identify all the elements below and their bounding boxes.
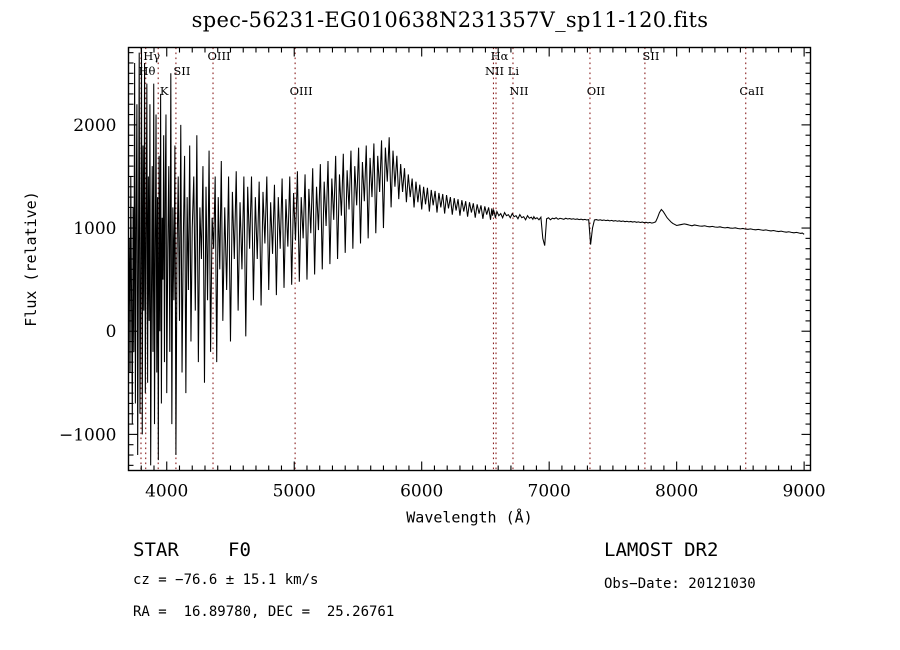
page-title: spec-56231-EG010638N231357V_sp11-120.fit…: [191, 8, 709, 32]
plot-frame: [127, 46, 812, 472]
y-axis-label: Flux (relative): [22, 191, 40, 326]
x-tick-label-5000: 5000: [273, 482, 316, 502]
line-marker-K-2: K: [160, 84, 169, 98]
line-marker-NII-8: NII: [509, 84, 528, 98]
x-tick-label-6000: 6000: [400, 482, 443, 502]
y-tick-label-3: −1000: [59, 425, 117, 445]
x-tick-label-4000: 4000: [145, 482, 188, 502]
spectrum-trace: [128, 47, 805, 466]
line-marker-SII-10: SII: [642, 49, 659, 63]
line-marker-OIII-5: OIII: [290, 84, 313, 98]
x-tick-label-8000: 8000: [655, 482, 698, 502]
y-tick-label-0: 2000: [73, 116, 116, 136]
line-marker-OIII-4: OIII: [207, 49, 230, 63]
line-marker-Hα-6: Hα: [491, 49, 509, 63]
y-tick-label-1: 1000: [73, 219, 116, 239]
line-marker-Hθ-0: Hθ: [139, 64, 156, 78]
line-marker-CaII-11: CaII: [739, 84, 764, 98]
x-axis-label: Wavelength (Å): [406, 508, 532, 527]
line-marker-NII-Li-7: NII Li: [485, 64, 519, 78]
y-tick-label-2: 0: [106, 322, 117, 342]
x-tick-label-7000: 7000: [528, 482, 571, 502]
line-marker-OII-9: OII: [587, 84, 606, 98]
x-tick-label-9000: 9000: [782, 482, 825, 502]
line-marker-SII-3: SII: [173, 64, 190, 78]
line-marker-Hγ-1: Hγ: [143, 49, 160, 63]
